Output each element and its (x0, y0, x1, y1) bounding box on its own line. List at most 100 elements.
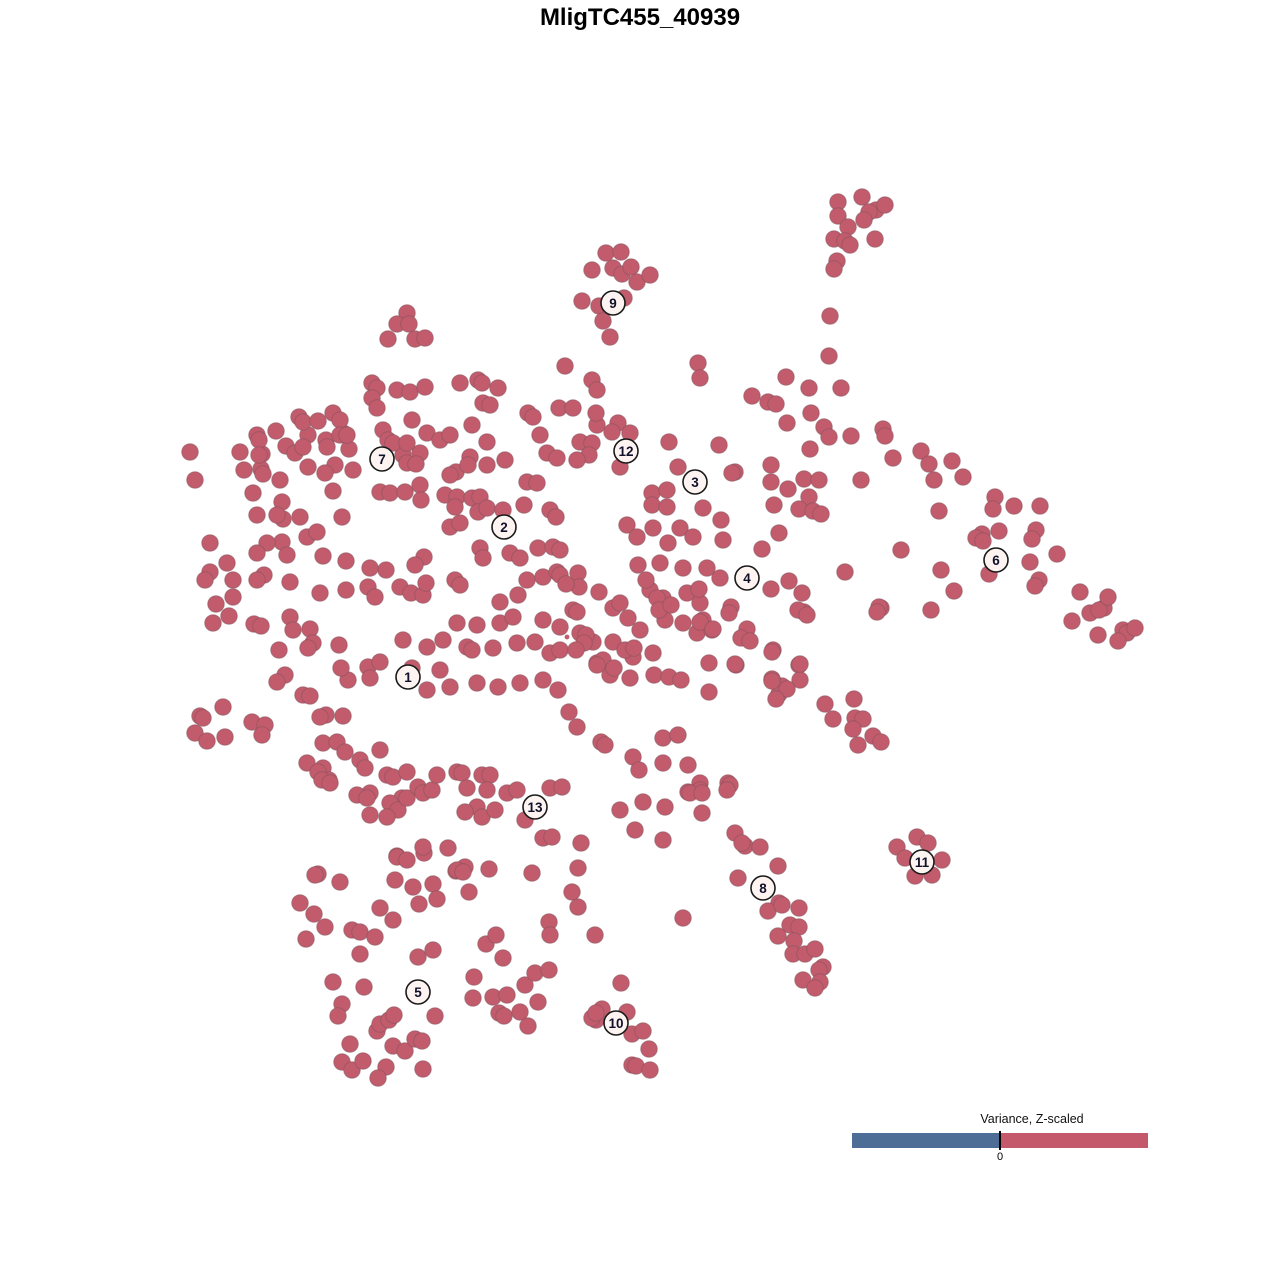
data-point (820, 347, 838, 365)
data-point (777, 368, 795, 386)
data-point (294, 438, 312, 456)
data-point (414, 1060, 432, 1078)
cluster-label-circle (613, 438, 639, 464)
data-point (186, 471, 204, 489)
data-point (332, 659, 350, 677)
data-point (201, 534, 219, 552)
data-point (820, 428, 838, 446)
data-point (299, 639, 317, 657)
data-point (248, 571, 266, 589)
data-point (480, 860, 498, 878)
data-point (629, 556, 647, 574)
data-point (605, 659, 623, 677)
data-point (439, 839, 457, 857)
data-point (400, 315, 418, 333)
data-point (1071, 583, 1089, 601)
cluster-label-text: 9 (609, 296, 617, 311)
data-point (463, 416, 481, 434)
data-point (248, 506, 266, 524)
data-point (700, 654, 718, 672)
data-point (800, 379, 818, 397)
data-point (780, 572, 798, 590)
data-point (853, 188, 871, 206)
data-point (465, 968, 483, 986)
data-point (712, 511, 730, 529)
data-point (366, 928, 384, 946)
data-point (404, 878, 422, 896)
data-point (588, 656, 606, 674)
data-point (876, 427, 894, 445)
data-point (922, 601, 940, 619)
data-point (356, 759, 374, 777)
data-point (441, 466, 459, 484)
data-point (406, 556, 424, 574)
data-point (672, 671, 690, 689)
cluster-label-1: 1 (395, 664, 421, 690)
data-point (291, 508, 309, 526)
data-point (1089, 626, 1107, 644)
data-point (281, 573, 299, 591)
data-point (252, 617, 270, 635)
data-point (773, 896, 791, 914)
data-point (268, 506, 286, 524)
data-point (331, 873, 349, 891)
data-point (494, 949, 512, 967)
data-point (594, 312, 612, 330)
data-point (778, 414, 796, 432)
data-point (767, 395, 785, 413)
data-point (316, 464, 334, 482)
data-points-layer (181, 188, 1144, 1087)
data-point (398, 434, 416, 452)
data-point (267, 422, 285, 440)
data-point (920, 455, 938, 473)
data-point (618, 516, 636, 534)
data-point (529, 993, 547, 1011)
data-point (1021, 553, 1039, 571)
data-point (474, 549, 492, 567)
data-point (684, 528, 702, 546)
data-point (216, 728, 234, 746)
data-point (643, 496, 661, 514)
data-point (751, 838, 769, 856)
data-point (802, 404, 820, 422)
data-point (573, 292, 591, 310)
cluster-label-text: 8 (759, 881, 767, 896)
data-point (351, 923, 369, 941)
data-point (301, 687, 319, 705)
data-point (412, 491, 430, 509)
data-point (793, 584, 811, 602)
data-point (416, 329, 434, 347)
data-point (481, 766, 499, 784)
data-point (824, 710, 842, 728)
data-point (441, 678, 459, 696)
data-point (518, 571, 536, 589)
data-point (336, 743, 354, 761)
data-point (361, 559, 379, 577)
data-point (801, 440, 819, 458)
data-point (842, 427, 860, 445)
data-point (640, 1040, 658, 1058)
data-point (331, 411, 349, 429)
data-point (660, 433, 678, 451)
data-point (943, 452, 961, 470)
data-point (984, 500, 1002, 518)
data-point (311, 708, 329, 726)
data-point (651, 554, 669, 572)
data-point (526, 633, 544, 651)
data-point (569, 859, 587, 877)
data-point (876, 196, 894, 214)
data-point (529, 539, 547, 557)
data-point (612, 974, 630, 992)
cluster-label-circle (750, 875, 776, 901)
data-point (1048, 545, 1066, 563)
data-point (549, 681, 567, 699)
cluster-label-text: 6 (992, 553, 1000, 568)
data-point (456, 803, 474, 821)
data-point (305, 905, 323, 923)
data-point (231, 443, 249, 461)
data-point (778, 680, 796, 698)
data-point (489, 379, 507, 397)
data-point (658, 498, 676, 516)
data-point (763, 672, 781, 690)
data-point (829, 207, 847, 225)
